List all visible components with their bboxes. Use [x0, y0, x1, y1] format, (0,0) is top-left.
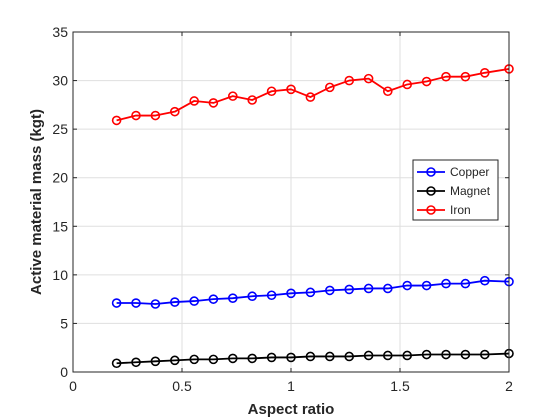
data-point-magnet: [480, 349, 490, 360]
data-point-copper: [170, 297, 180, 307]
series-line-magnet: [116, 352, 510, 365]
data-point-iron: [382, 86, 393, 97]
data-point-copper: [111, 298, 122, 308]
data-point-magnet: [460, 349, 471, 360]
data-point-copper: [208, 294, 219, 304]
data-point-magnet: [247, 353, 257, 364]
data-point-magnet: [150, 356, 161, 367]
data-point-magnet: [402, 350, 412, 361]
y-tick-label: 25: [52, 121, 68, 137]
data-point-copper: [460, 278, 471, 289]
data-point-iron: [286, 84, 296, 95]
legend-marker-copper: [426, 167, 436, 177]
data-point-copper: [305, 287, 316, 298]
legend-marker-magnet: [426, 186, 436, 196]
data-point-iron: [266, 86, 277, 97]
x-tick-label: 0.5: [172, 378, 192, 394]
series-line-copper: [116, 279, 510, 305]
data-point-iron: [131, 110, 141, 121]
data-point-magnet: [189, 354, 200, 365]
legend-label-iron: Iron: [450, 203, 471, 217]
data-point-copper: [131, 298, 141, 308]
legend-label-magnet: Magnet: [450, 184, 491, 198]
data-point-iron: [460, 71, 471, 82]
data-point-iron: [189, 96, 200, 106]
data-point-iron: [150, 110, 161, 121]
data-point-magnet: [441, 349, 451, 360]
data-point-iron: [363, 73, 374, 84]
data-point-magnet: [266, 352, 277, 363]
data-point-magnet: [111, 358, 122, 369]
y-tick-label: 15: [52, 218, 68, 234]
data-point-copper: [441, 278, 451, 289]
series-layer: [111, 64, 514, 369]
x-tick-label: 0: [69, 378, 77, 394]
data-point-iron: [421, 76, 432, 87]
data-point-copper: [189, 296, 200, 306]
data-point-copper: [402, 280, 412, 291]
data-point-iron: [344, 75, 355, 86]
data-point-copper: [266, 290, 277, 301]
data-point-copper: [247, 291, 257, 302]
x-tick-label: 2: [505, 378, 513, 394]
series-line-iron: [116, 68, 510, 122]
x-tick-label: 1: [287, 378, 295, 394]
y-axis-label: Active material mass (kgt): [28, 109, 45, 295]
data-point-magnet: [382, 350, 393, 361]
data-point-copper: [382, 283, 393, 294]
data-point-iron: [305, 92, 316, 102]
data-point-copper: [325, 285, 335, 296]
y-tick-label: 10: [52, 267, 68, 283]
x-axis-label: Aspect ratio: [248, 401, 335, 418]
y-tick-label: 20: [52, 170, 68, 186]
data-point-iron: [325, 82, 335, 93]
data-point-iron: [441, 71, 451, 82]
y-tick-label: 35: [52, 24, 68, 40]
data-point-copper: [286, 288, 296, 299]
legend: Copper Magnet Iron: [412, 159, 499, 221]
data-point-copper: [227, 293, 238, 303]
data-point-copper: [150, 299, 161, 309]
data-point-magnet: [286, 352, 296, 363]
data-point-iron: [247, 95, 257, 105]
data-point-magnet: [227, 353, 238, 364]
data-point-iron: [480, 68, 490, 78]
data-point-iron: [170, 106, 180, 117]
data-point-magnet: [208, 354, 219, 365]
data-point-magnet: [344, 351, 355, 362]
legend-label-copper: Copper: [450, 165, 489, 179]
y-tick-label: 30: [52, 73, 68, 89]
data-point-iron: [402, 79, 412, 90]
legend-marker-iron: [426, 205, 436, 215]
data-point-iron: [111, 115, 122, 126]
y-tick-label: 0: [60, 364, 68, 380]
data-point-magnet: [170, 355, 180, 366]
data-point-magnet: [305, 351, 316, 362]
data-point-copper: [344, 284, 355, 295]
data-point-iron: [208, 98, 219, 108]
data-point-magnet: [363, 350, 374, 361]
data-point-iron: [227, 91, 238, 101]
data-point-magnet: [131, 357, 141, 368]
data-point-copper: [480, 275, 490, 286]
data-point-magnet: [421, 349, 432, 360]
y-tick-label: 5: [60, 315, 68, 331]
data-point-copper: [421, 280, 432, 291]
data-point-copper: [363, 283, 374, 294]
data-point-magnet: [325, 351, 335, 362]
x-tick-label: 1.5: [390, 378, 410, 394]
